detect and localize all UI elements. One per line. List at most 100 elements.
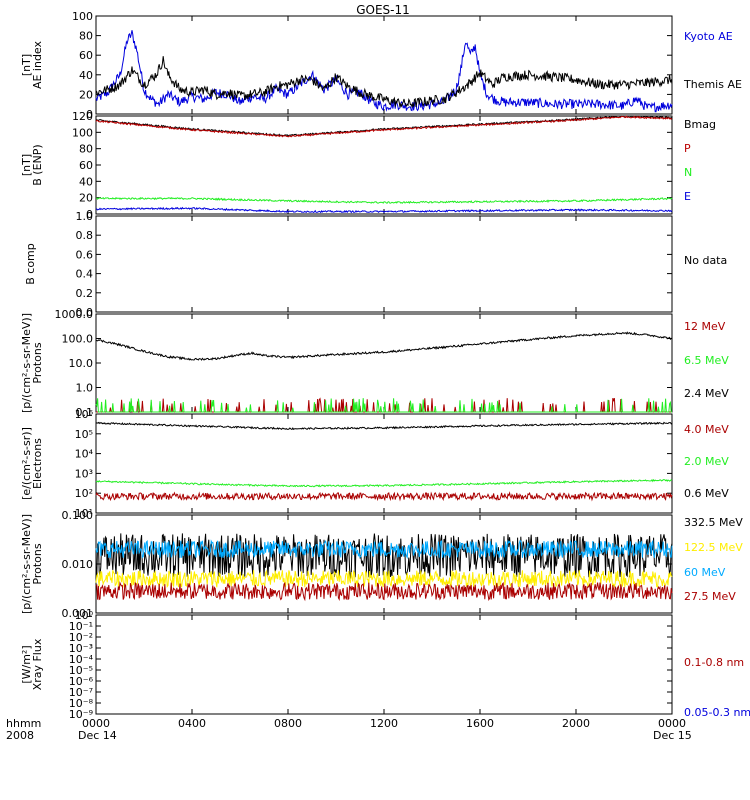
legend-label: 60 MeV: [684, 566, 726, 579]
y-axis-label: Protons: [31, 543, 44, 584]
y-tick-label: 10⁻⁶: [69, 675, 94, 688]
time-axis: hhmm 2008 Dec 14 Dec 15 0000 0400 0800 1200…: [6, 717, 692, 742]
series-line-themis-ae: [95, 56, 673, 109]
y-axis-label: AE index: [31, 40, 44, 89]
x-tick-label: 1600: [466, 717, 494, 730]
y-tick-label: 10⁻⁷: [69, 686, 93, 699]
y-tick-label: 0.010: [62, 558, 94, 571]
series-line-0-6-mev: [95, 421, 673, 430]
y-tick-label: 10³: [75, 467, 93, 480]
legend-label: 0.1-0.8 nm: [684, 656, 744, 669]
panel-b-comp: 0.0 0.2 0.4 0.6 0.8 1.0 B comp No data: [24, 210, 727, 319]
series-line-2-0-mev: [95, 478, 673, 488]
legend-label: Themis AE: [683, 78, 742, 91]
panel-frame: [95, 115, 673, 215]
y-tick-label: 0.6: [76, 248, 94, 261]
y-tick-label: 10⁻⁸: [69, 697, 94, 710]
y-tick-label: 10⁰: [75, 609, 94, 622]
y-tick-label: 10⁻⁴: [69, 653, 94, 666]
time-axis-date-start: Dec 14: [78, 729, 117, 742]
y-tick-label: 0.1: [76, 406, 94, 419]
y-tick-label: 20: [79, 192, 93, 205]
y-tick-label: 80: [79, 30, 93, 43]
legend-label: 0.05-0.3 nm: [684, 706, 750, 719]
time-axis-label-year: 2008: [6, 729, 34, 742]
y-tick-label: 120: [72, 110, 93, 123]
series-line-4-0-mev: [95, 491, 673, 502]
x-tick-label: 0000: [658, 717, 686, 730]
panel-electrons: 10¹ 10² 10³ 10⁴ 10⁵ 10⁶ Electrons[e/(cm²-s-sr)…: [20, 408, 729, 520]
y-axis-label: B comp: [24, 243, 37, 285]
y-tick-label: 10⁻⁵: [69, 664, 93, 677]
y-tick-label: 10¹: [75, 507, 93, 520]
series-line-e: [95, 206, 673, 214]
y-tick-label: 1.0: [76, 382, 94, 395]
legend-label: 2.0 MeV: [684, 455, 729, 468]
panel-frame: [95, 313, 673, 413]
y-tick-label: 60: [79, 49, 93, 62]
y-tick-label: 0.2: [76, 287, 94, 300]
x-tick-label: 2000: [562, 717, 590, 730]
legend-label: 4.0 MeV: [684, 423, 729, 436]
series-line-332-5-mev: [95, 533, 673, 579]
y-axis-label: [nT]: [20, 54, 33, 76]
y-axis-label: [e/(cm²-s-sr)]: [20, 427, 33, 500]
no-data-note: No data: [684, 254, 727, 267]
legend-label: 122.5 MeV: [684, 541, 743, 554]
x-tick-label: 0000: [82, 717, 110, 730]
series-line-122-5-mev: [95, 569, 673, 589]
y-tick-label: 100.0: [62, 333, 94, 346]
legend-label: N: [684, 166, 692, 179]
series-line-kyoto-ae: [95, 30, 673, 113]
legend-label: 332.5 MeV: [684, 516, 743, 529]
x-tick-label: 0400: [178, 717, 206, 730]
legend-label: P: [684, 142, 691, 155]
time-axis-label-hhmm: hhmm: [6, 717, 41, 730]
y-tick-label: 10⁻¹: [69, 620, 93, 633]
y-tick-label: 20: [79, 88, 93, 101]
series-line-60-mev: [95, 539, 673, 560]
legend-label: E: [684, 190, 691, 203]
y-tick-label: 100: [72, 126, 93, 139]
y-tick-label: 0.0: [76, 306, 94, 319]
y-axis-label: [nT]: [20, 154, 33, 176]
legend-label: 2.4 MeV: [684, 387, 729, 400]
legend-label: 27.5 MeV: [684, 590, 736, 603]
y-tick-label: 0: [86, 108, 93, 121]
legend-label: 0.6 MeV: [684, 487, 729, 500]
time-axis-date-end: Dec 15: [653, 729, 692, 742]
y-tick-label: 10⁻⁹: [69, 708, 93, 721]
legend-label: Bmag: [684, 118, 716, 131]
y-tick-label: 100: [72, 10, 93, 23]
panel-protons-high: 0.001 0.010 0.100 Protons[p/(cm²-s-sr-MeV)]…: [20, 509, 743, 620]
y-tick-label: 10⁵: [75, 428, 93, 441]
y-axis-label: [p/(cm²-s-sr-MeV)]: [20, 514, 33, 614]
y-tick-label: 40: [79, 175, 93, 188]
figure-title: GOES-11: [356, 3, 410, 17]
y-tick-label: 1000.0: [55, 308, 94, 321]
y-axis-label: [W/m²]: [20, 645, 33, 683]
y-tick-label: 10⁻²: [69, 631, 93, 644]
y-axis-label: Electrons: [31, 438, 44, 489]
legend-label: 12 MeV: [684, 320, 726, 333]
y-tick-label: 40: [79, 69, 93, 82]
series-line-n: [95, 196, 673, 204]
y-tick-label: 60: [79, 159, 93, 172]
y-tick-label: 10⁻³: [69, 642, 93, 655]
y-tick-label: 0.100: [62, 509, 94, 522]
x-tick-label: 1200: [370, 717, 398, 730]
y-tick-label: 0: [86, 208, 93, 221]
panel-ae-index: 0 20 40 60 80 100 AE index[nT] Kyoto AE Themis A…: [20, 10, 742, 121]
y-tick-label: 10²: [75, 487, 93, 500]
series-line-27-5-mev: [95, 581, 673, 602]
y-tick-label: 10⁶: [75, 408, 94, 421]
panel-frame: [95, 614, 673, 715]
y-tick-label: 0.4: [76, 268, 94, 281]
series-line-6-5-mev: [95, 398, 672, 413]
panel-protons-low: 0.1 1.0 10.0 100.0 1000.0 Protons[p/(cm²-s-sr…: [20, 308, 729, 419]
y-axis-label: [p/(cm²-s-sr-MeV)]: [20, 313, 33, 413]
panel-frame: [95, 215, 673, 313]
